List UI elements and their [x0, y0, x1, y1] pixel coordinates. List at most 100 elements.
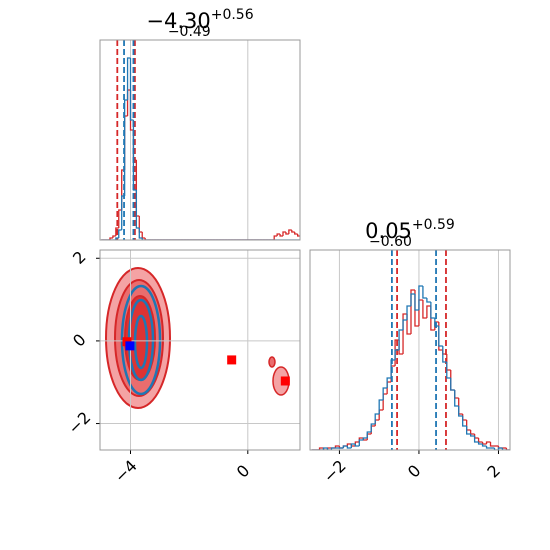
tick-label: −2 [320, 456, 350, 486]
hist-step [406, 305, 411, 320]
hist-step [398, 329, 404, 350]
tick-label: 2 [483, 461, 504, 482]
hist-step [115, 237, 119, 240]
hist-step [112, 235, 116, 238]
hist-step [438, 326, 443, 347]
histogram [311, 250, 510, 450]
hist-step [430, 302, 435, 319]
hist-step [394, 349, 400, 360]
hist-step [279, 234, 283, 237]
hist-step [135, 190, 140, 229]
hist-step [422, 286, 427, 299]
hist-step [386, 377, 392, 388]
hist-step [144, 238, 149, 240]
hist-step [362, 437, 368, 440]
hist-step [485, 441, 491, 444]
hist-step [288, 229, 292, 234]
hist-step [322, 447, 328, 450]
hist-step [454, 390, 459, 407]
tick-label: 0 [404, 461, 425, 482]
hist-step [282, 231, 286, 236]
panel-frame [309, 249, 511, 451]
hist-step [330, 447, 336, 450]
density-contours [105, 267, 290, 409]
hist-step [115, 227, 119, 236]
marker [227, 355, 237, 365]
title-lower: −0.60 [369, 234, 412, 250]
hist-step [141, 238, 146, 240]
hist-step [414, 294, 419, 311]
hist-step [285, 232, 289, 235]
hist-step [378, 399, 384, 414]
hist-step [126, 57, 131, 100]
hist-step [350, 443, 356, 448]
tick-label: −4 [111, 456, 141, 486]
tick-label: −2 [64, 408, 94, 438]
hist-step [118, 209, 122, 228]
hist-step [382, 387, 388, 400]
hist-step [334, 445, 340, 448]
contour [268, 356, 276, 368]
contour [120, 284, 162, 396]
histogram [101, 40, 300, 240]
title-lower: −0.49 [168, 24, 211, 40]
hist-step [446, 362, 451, 379]
hist-step [477, 442, 483, 445]
hist-step [118, 229, 122, 238]
hist-step [462, 416, 467, 427]
hist-step [485, 446, 491, 449]
hist-step [466, 426, 471, 435]
hist-step [410, 293, 415, 306]
hist-step [458, 406, 463, 417]
hist-step [418, 285, 423, 310]
hist-step [297, 234, 300, 240]
hist-step [141, 232, 146, 239]
hist-step [138, 228, 143, 239]
tick-label: 0 [233, 461, 254, 482]
title-value: −4.30 [146, 9, 210, 33]
hist-step [370, 423, 376, 432]
hist-step [291, 230, 295, 233]
hist-step [505, 448, 510, 450]
hist-step [326, 448, 332, 450]
title-upper: +0.59 [412, 217, 455, 233]
hist-step [109, 237, 113, 240]
hist-step [426, 305, 431, 318]
hist-step [422, 300, 427, 319]
contour [133, 314, 149, 370]
hist-step [434, 318, 439, 327]
panel-title: 0.05+0.59 −0.60 [365, 217, 455, 250]
hist-step [358, 439, 364, 446]
hist-step [489, 442, 495, 447]
panel-frame [99, 249, 301, 451]
hist-step [342, 445, 348, 448]
hist-step [450, 378, 455, 391]
hist-step [366, 431, 372, 438]
hist-step [402, 313, 408, 354]
hist-step [402, 319, 408, 330]
hist-step [481, 444, 487, 447]
hist-step [273, 235, 278, 240]
title-value: 0.05 [365, 219, 412, 243]
tick-label: 2 [69, 247, 90, 268]
hist-step [346, 443, 352, 446]
title-upper: +0.56 [211, 7, 254, 23]
hist-step [276, 233, 281, 236]
hist-step [406, 314, 411, 335]
hist-step [318, 447, 324, 450]
marker [280, 376, 290, 386]
hist-step [346, 446, 352, 449]
hist-step [473, 436, 479, 443]
hist-step [294, 232, 298, 235]
hist-step [374, 413, 380, 424]
panel-frame [99, 39, 301, 241]
hist-step [493, 448, 499, 450]
hist-step [469, 434, 475, 437]
hist-step [426, 298, 431, 303]
hist-step [354, 444, 360, 447]
marker [125, 341, 135, 351]
panel-title: −4.30+0.56 −0.49 [146, 7, 253, 40]
hist-step [469, 430, 475, 435]
hist-step [501, 448, 507, 450]
